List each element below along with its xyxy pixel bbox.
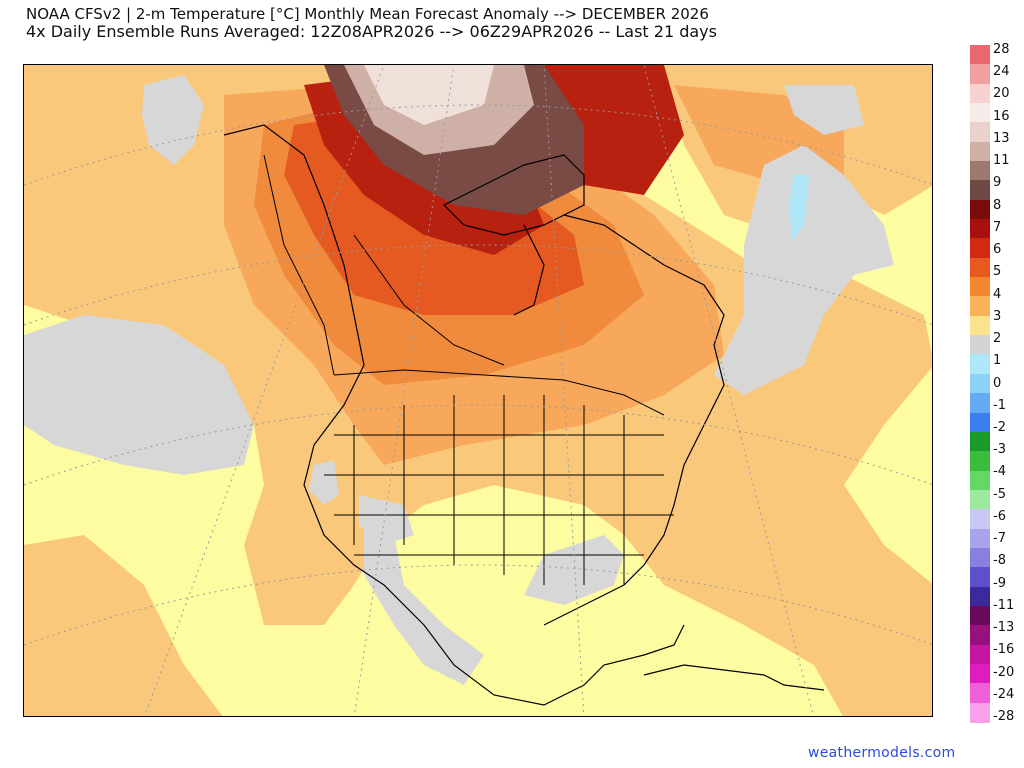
chart-subtitle: 4x Daily Ensemble Runs Averaged: 12Z08AP… [26,22,717,41]
neutral-zone-southwest [359,495,414,545]
legend-swatch [970,141,990,162]
legend-swatch [970,219,990,240]
neutral-zone-west-us [309,460,339,505]
neutral-zone-gulf [524,535,624,605]
legend-swatch [970,470,990,491]
legend-label: -1 [993,397,1006,413]
legend-swatch [970,373,990,394]
legend-swatch [970,431,990,452]
legend-swatch [970,567,990,588]
legend-swatch [970,199,990,220]
legend-label: -7 [993,531,1006,547]
anomaly-map [23,64,933,717]
legend-label: -8 [993,553,1006,569]
legend-swatch [970,64,990,85]
legend-swatch [970,45,990,65]
legend-swatch [970,412,990,433]
legend-label: -13 [993,620,1015,636]
legend-label: -5 [993,486,1006,502]
legend-label: 1 [993,353,1002,369]
legend-swatch [970,625,990,646]
cold-anomaly-patch [789,175,809,240]
legend-swatch [970,354,990,375]
chart-title: NOAA CFSv2 | 2-m Temperature [°C] Monthl… [26,5,709,23]
legend-swatch [970,122,990,143]
neutral-zone-atlantic [714,145,894,395]
legend-swatch [970,489,990,510]
neutral-zone-alaska-sea [142,75,204,165]
legend-swatch [970,451,990,472]
legend-label: -11 [993,597,1015,613]
legend-label: 8 [993,197,1002,213]
legend-label: 3 [993,308,1002,324]
legend-label: -9 [993,575,1006,591]
lat-lon-grid [24,65,932,716]
neutral-zone-pacific [24,315,254,475]
legend-swatch [970,547,990,568]
legend-swatch [970,296,990,317]
legend-swatch [970,180,990,201]
legend-swatch [970,335,990,356]
legend-swatch [970,103,990,123]
legend-label: -16 [993,642,1015,658]
legend-swatch [970,161,990,181]
legend-label: 4 [993,286,1002,302]
legend-label: 5 [993,264,1002,280]
legend-label: 24 [993,64,1010,80]
legend-swatch [970,315,990,336]
legend-label: -2 [993,419,1006,435]
legend-swatch [970,238,990,259]
legend-swatch [970,528,990,549]
anomaly-zone-16c [364,65,494,125]
legend-label: -24 [993,686,1015,702]
legend-swatch [970,683,990,704]
legend-swatch [970,702,990,723]
neutral-zone-greenland-n [784,85,864,135]
political-borders [263,154,674,585]
neutral-zone-mexico [364,525,484,685]
legend-label: 9 [993,175,1002,191]
map-canvas [24,65,932,716]
legend-swatch [970,644,990,665]
legend-label: 0 [993,375,1002,391]
legend-label: 7 [993,219,1002,235]
legend-label: 20 [993,86,1010,102]
legend-label: 11 [993,153,1010,169]
legend-swatch [970,663,990,684]
legend-swatch [970,586,990,607]
legend-label: -20 [993,664,1015,680]
legend-label: 28 [993,42,1010,57]
legend-label: 16 [993,108,1010,124]
coastlines [223,124,825,706]
legend-swatch [970,605,990,626]
legend-label: -28 [993,709,1015,724]
legend-label: -6 [993,508,1006,524]
legend-label: -3 [993,442,1006,458]
legend-swatch [970,83,990,104]
legend-label: 6 [993,242,1002,258]
legend-label: 13 [993,130,1010,146]
anomaly-zone-1c-south [24,535,223,716]
legend-label: -4 [993,464,1006,480]
legend-swatch [970,509,990,530]
legend-label: 2 [993,331,1002,347]
legend-swatch [970,393,990,414]
legend-swatch [970,277,990,298]
source-credit: weathermodels.com [808,745,956,761]
legend-swatch [970,257,990,278]
